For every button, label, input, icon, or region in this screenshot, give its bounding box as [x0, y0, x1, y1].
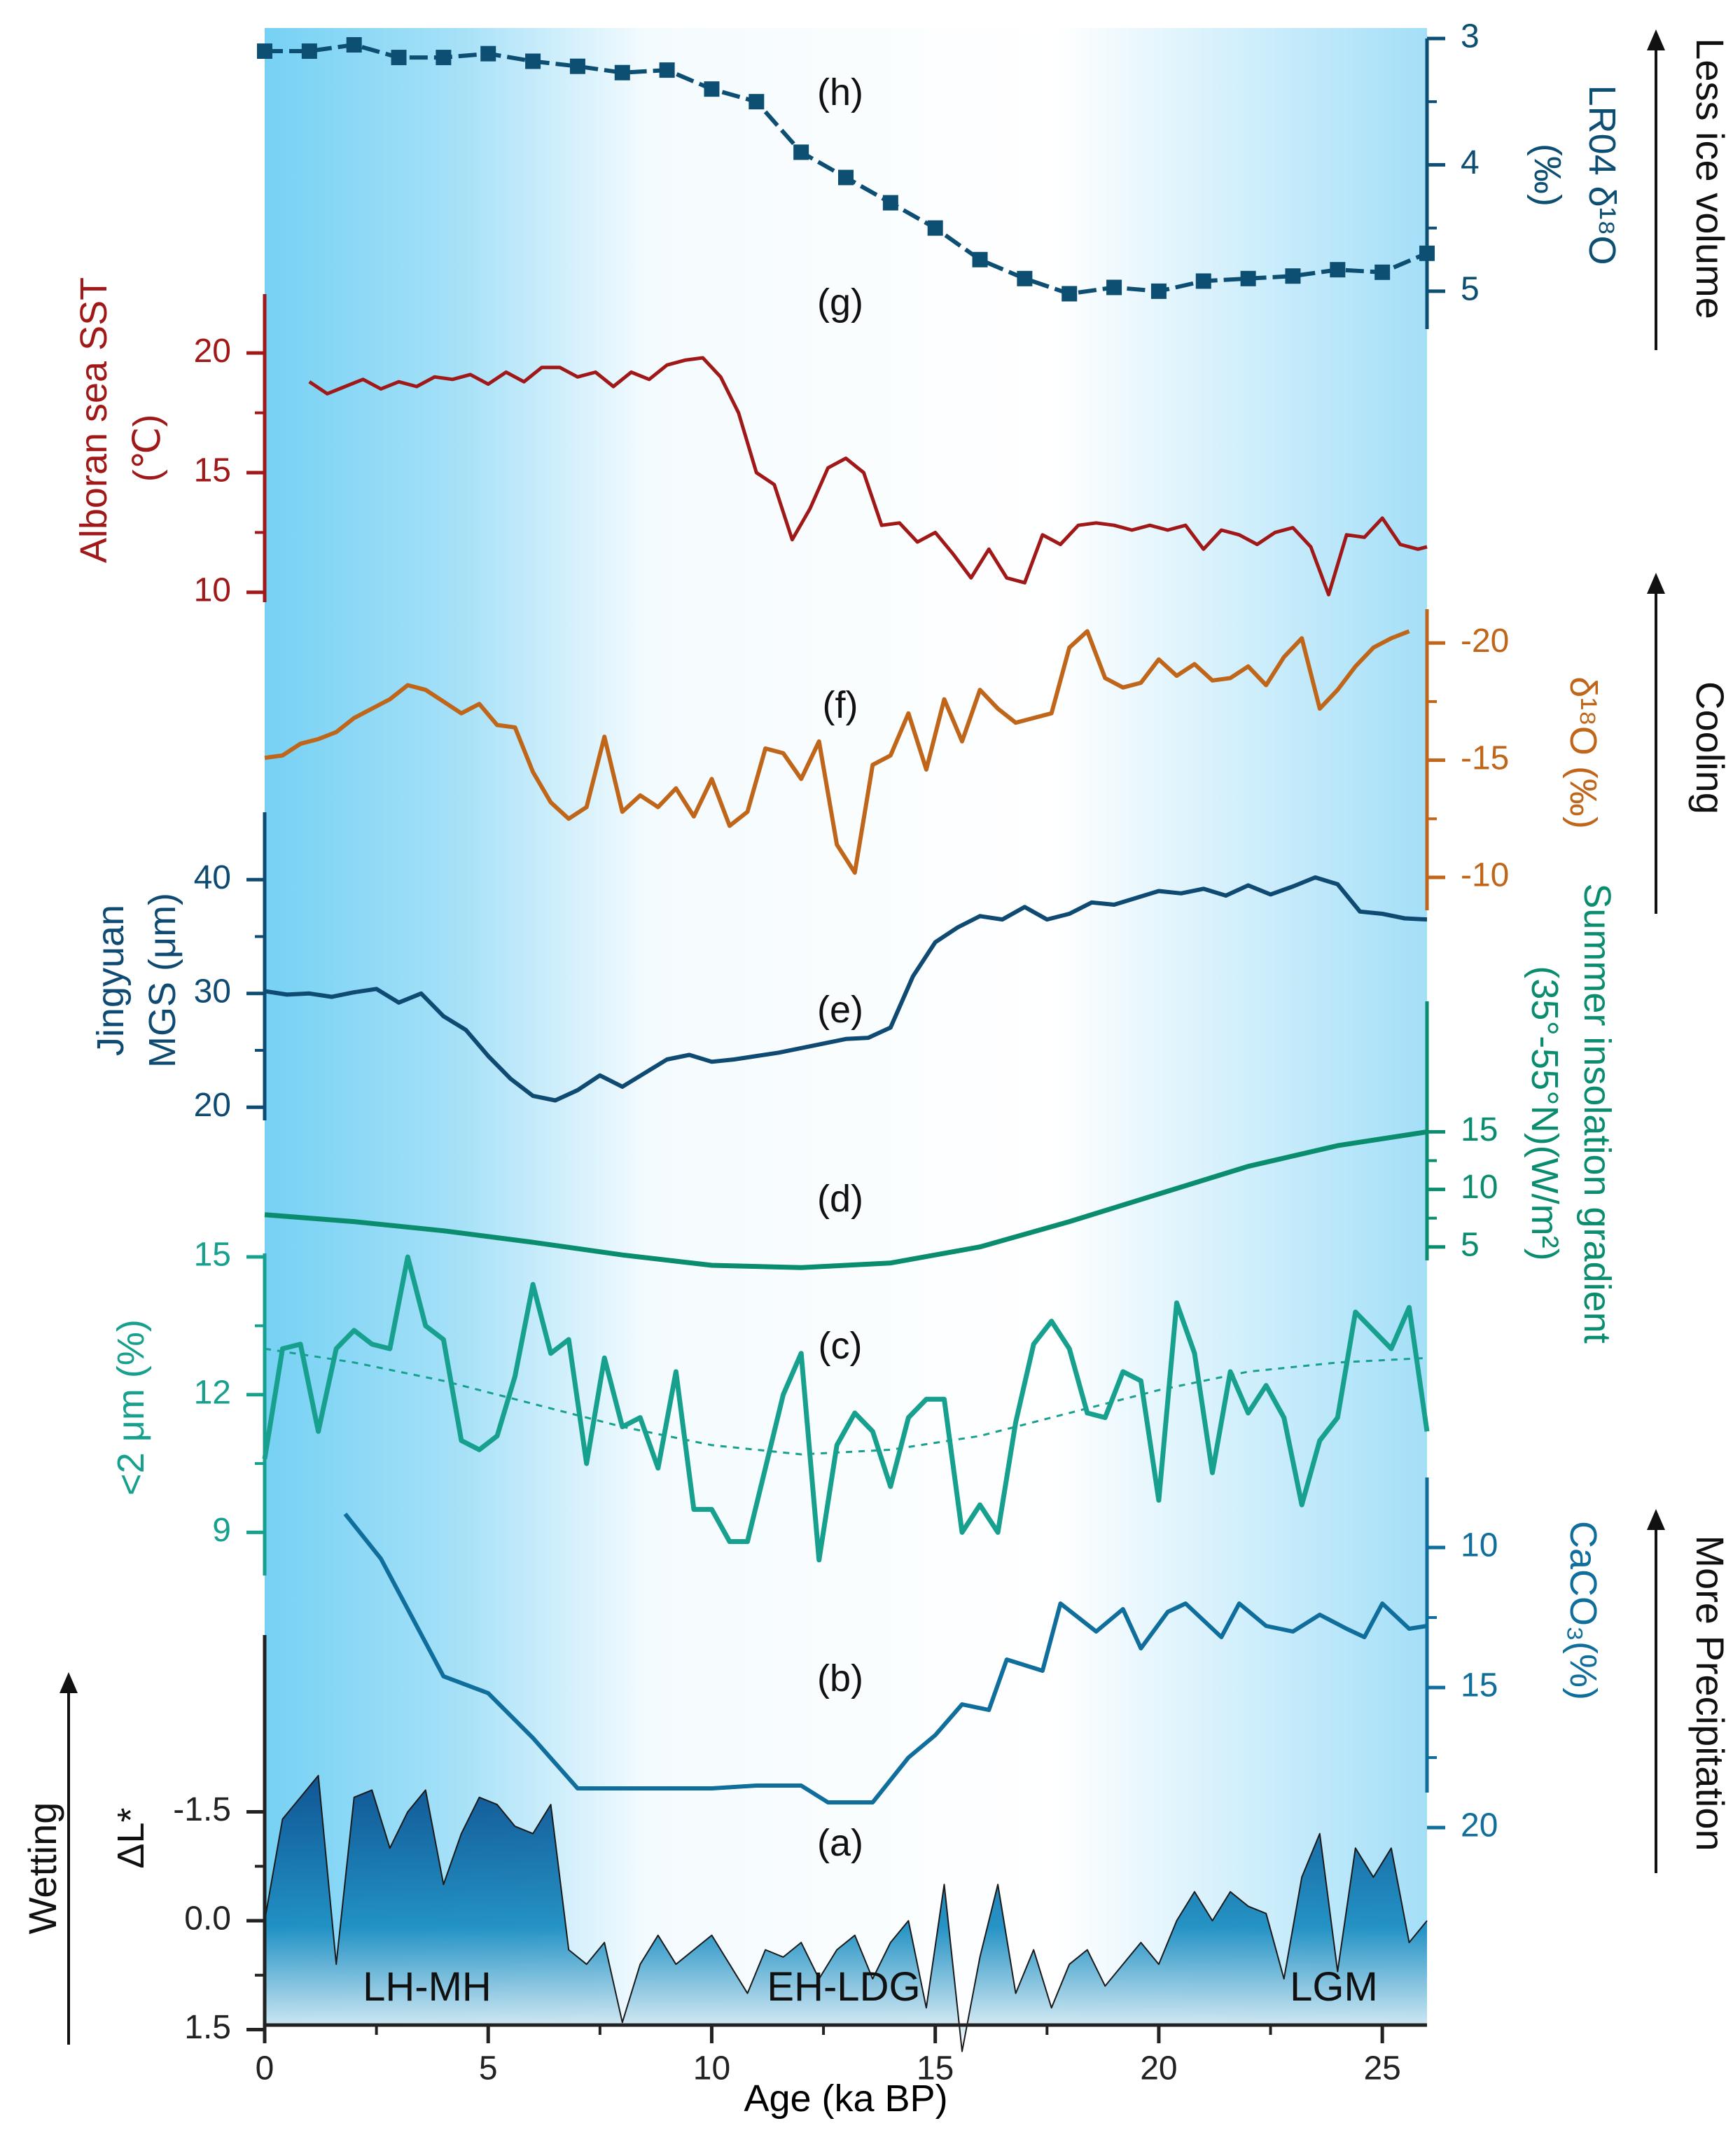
series-marks: [257, 37, 1435, 2052]
lr04-marker: [391, 50, 407, 66]
lr04-marker: [436, 50, 452, 66]
panel-label-d: (d): [817, 1178, 863, 1220]
y-tick-label-g: 10: [194, 572, 231, 609]
panel-label-e: (e): [817, 989, 863, 1031]
series-line-c: [262, 1254, 1430, 1563]
panel-label-h: (h): [817, 71, 863, 113]
y-tick-label-g: 15: [194, 452, 231, 489]
x-tick-label: 25: [1363, 2050, 1400, 2087]
series-line-e: [264, 875, 1428, 1103]
panel-label-c: (c): [819, 1325, 863, 1367]
lr04-marker: [480, 46, 496, 62]
axis-title-lr04-line1: LR04 δ¹⁸O: [1581, 85, 1623, 265]
panel-label-b: (b): [817, 1657, 863, 1699]
lr04-marker: [1017, 270, 1033, 286]
axis-title-clay: <2 μm (%): [110, 1319, 152, 1496]
axis-title-mgs-line1: Jingyuan: [90, 905, 132, 1056]
y-tick-label-b: 20: [1461, 1807, 1498, 1844]
axes-group: 0 5 10 15 20 25 3 4 5 10 15 20 -10 -15 -20 20 30 40 5 10 15 9…: [173, 18, 1509, 2087]
panel-label-a: (a): [817, 1822, 863, 1864]
note-wetting: Wetting: [20, 1802, 64, 1935]
lr04-marker: [838, 169, 854, 186]
x-axis-title: Age (ka BP): [744, 2078, 947, 2120]
x-tick-label: 5: [479, 2050, 498, 2087]
arrowhead-wetting: [60, 1672, 78, 1693]
lr04-marker: [882, 195, 898, 211]
series-line-d: [264, 1129, 1428, 1270]
y-tick-label-a: 0.0: [184, 1900, 231, 1938]
series-line-a: [264, 1774, 1428, 2052]
y-tick-label-b: 15: [1461, 1667, 1498, 1704]
note-more-precipitation: More Precipitation: [1688, 1535, 1732, 1851]
lr04-marker: [1195, 273, 1211, 289]
period-label-lgm: LGM: [1290, 1964, 1378, 2010]
lr04-marker: [1330, 262, 1346, 278]
y-tick-label-f: -10: [1461, 857, 1509, 894]
lr04-marker: [749, 94, 765, 110]
lr04-marker: [1062, 286, 1078, 302]
lr04-marker: [1285, 268, 1301, 284]
axis-title-sst-line2: (℃): [126, 415, 168, 482]
x-tick-label: 10: [693, 2050, 730, 2087]
y-tick-label-c: 12: [194, 1374, 231, 1411]
x-tick-label: 0: [256, 2050, 274, 2087]
y-tick-label-d: 5: [1461, 1226, 1480, 1263]
series-line-g: [308, 356, 1428, 597]
lr04-marker: [704, 81, 720, 97]
y-tick-label-c: 9: [212, 1512, 231, 1549]
period-label-lh-mh: LH-MH: [363, 1964, 492, 2010]
x-tick-label: 15: [917, 2050, 954, 2087]
axis-title-caco3: CaCO₃(%): [1562, 1521, 1604, 1700]
y-tick-label-f: -20: [1461, 623, 1509, 660]
series-line-b: [343, 1512, 1428, 1804]
y-tick-label-g: 20: [194, 333, 231, 370]
y-tick-label-b: 10: [1461, 1527, 1498, 1564]
axis-title-insolation-line1: Summer insolation gradient: [1576, 883, 1618, 1343]
axis-title-mgs-line2: MGS (μm): [141, 893, 183, 1068]
note-less-ice-volume: Less ice volume: [1688, 38, 1732, 319]
axis-title-insolation-line2: (35°-55°N)(W/m²): [1524, 966, 1566, 1260]
x-tick-label: 20: [1140, 2050, 1177, 2087]
y-tick-label-f: -15: [1461, 739, 1509, 777]
lr04-marker: [1150, 283, 1167, 299]
lr04-marker: [614, 64, 630, 81]
lr04-marker: [525, 53, 541, 69]
lr04-marker: [1106, 279, 1122, 295]
panel-label-f: (f): [823, 684, 858, 726]
lr04-marker: [301, 43, 317, 60]
note-cooling: Cooling: [1688, 681, 1732, 814]
lr04-marker: [569, 58, 585, 74]
lr04-marker: [257, 43, 272, 60]
panel-label-g: (g): [817, 281, 863, 324]
y-tick-label-d: 15: [1461, 1111, 1498, 1148]
y-tick-label-h: 4: [1461, 144, 1480, 181]
arrowhead-cooling: [1647, 573, 1665, 594]
y-tick-label-h: 5: [1461, 271, 1480, 308]
y-tick-label-a: 1.5: [184, 2009, 231, 2046]
y-tick-label-h: 3: [1461, 18, 1480, 55]
y-tick-label-e: 30: [194, 973, 231, 1010]
lr04-marker: [1374, 264, 1391, 280]
lr04-marker: [972, 251, 988, 267]
axis-title-sst-line1: Alboran sea SST: [73, 277, 115, 563]
lr04-marker: [659, 62, 675, 78]
y-tick-label-c: 15: [194, 1237, 231, 1274]
axis-title-lstar: ΔL*: [110, 1807, 152, 1868]
lr04-marker: [1240, 270, 1256, 286]
lr04-marker: [346, 37, 362, 53]
arrowhead-less-ice-volume: [1647, 29, 1665, 50]
y-tick-label-d: 10: [1461, 1169, 1498, 1206]
series-line-f: [264, 629, 1410, 875]
y-tick-label-e: 20: [194, 1087, 231, 1124]
lr04-marker: [793, 144, 809, 160]
arrowhead-more-precipitation: [1647, 1509, 1665, 1530]
y-tick-label-e: 40: [194, 859, 231, 896]
lr04-marker: [927, 220, 943, 236]
axis-title-lr04-line2: (‰): [1526, 144, 1568, 207]
axis-title-d18o: δ¹⁸O (‰): [1562, 676, 1604, 829]
period-label-eh-ldg: EH-LDG: [767, 1964, 920, 2010]
y-tick-label-a: -1.5: [173, 1791, 231, 1828]
